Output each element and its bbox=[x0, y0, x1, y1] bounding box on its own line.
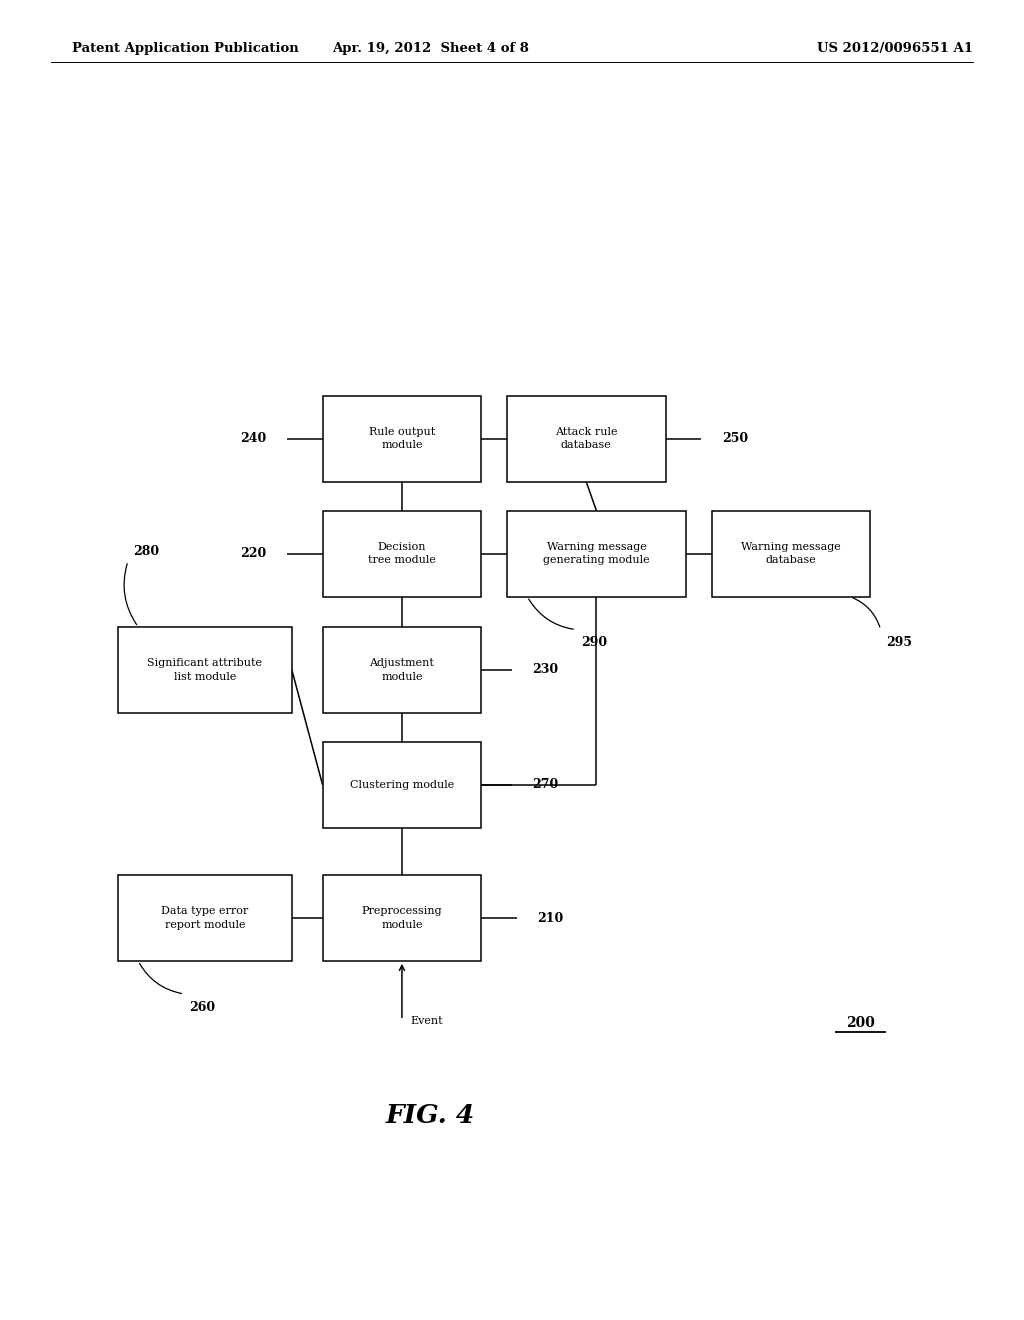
Text: Apr. 19, 2012  Sheet 4 of 8: Apr. 19, 2012 Sheet 4 of 8 bbox=[332, 42, 528, 55]
Text: 240: 240 bbox=[240, 433, 266, 445]
Bar bbox=[507, 396, 666, 482]
Text: Clustering module: Clustering module bbox=[350, 780, 454, 789]
Text: Warning message
database: Warning message database bbox=[741, 543, 841, 565]
Bar bbox=[118, 627, 292, 713]
Text: 270: 270 bbox=[532, 779, 559, 791]
Bar bbox=[323, 875, 481, 961]
Text: Rule output
module: Rule output module bbox=[369, 428, 435, 450]
Text: US 2012/0096551 A1: US 2012/0096551 A1 bbox=[817, 42, 973, 55]
Text: Warning message
generating module: Warning message generating module bbox=[543, 543, 650, 565]
Text: 230: 230 bbox=[532, 664, 559, 676]
Bar bbox=[323, 511, 481, 597]
Text: Preprocessing
module: Preprocessing module bbox=[361, 907, 442, 929]
Text: 220: 220 bbox=[240, 548, 266, 560]
Text: Significant attribute
list module: Significant attribute list module bbox=[147, 659, 262, 681]
Text: Attack rule
database: Attack rule database bbox=[555, 428, 617, 450]
Text: FIG. 4: FIG. 4 bbox=[385, 1104, 475, 1127]
Bar bbox=[323, 742, 481, 828]
Text: 290: 290 bbox=[582, 636, 607, 649]
Bar bbox=[323, 627, 481, 713]
Text: Adjustment
module: Adjustment module bbox=[370, 659, 434, 681]
Bar bbox=[507, 511, 686, 597]
Bar bbox=[323, 396, 481, 482]
Text: Decision
tree module: Decision tree module bbox=[368, 543, 436, 565]
Text: Data type error
report module: Data type error report module bbox=[161, 907, 249, 929]
Text: Event: Event bbox=[410, 1016, 442, 1027]
Text: 200: 200 bbox=[846, 1016, 874, 1030]
Bar bbox=[712, 511, 870, 597]
Text: 210: 210 bbox=[538, 912, 564, 924]
Text: 250: 250 bbox=[722, 433, 749, 445]
Text: 295: 295 bbox=[886, 636, 911, 649]
Text: Patent Application Publication: Patent Application Publication bbox=[72, 42, 298, 55]
Text: 280: 280 bbox=[133, 545, 160, 558]
Text: 260: 260 bbox=[189, 1001, 216, 1014]
Bar bbox=[118, 875, 292, 961]
